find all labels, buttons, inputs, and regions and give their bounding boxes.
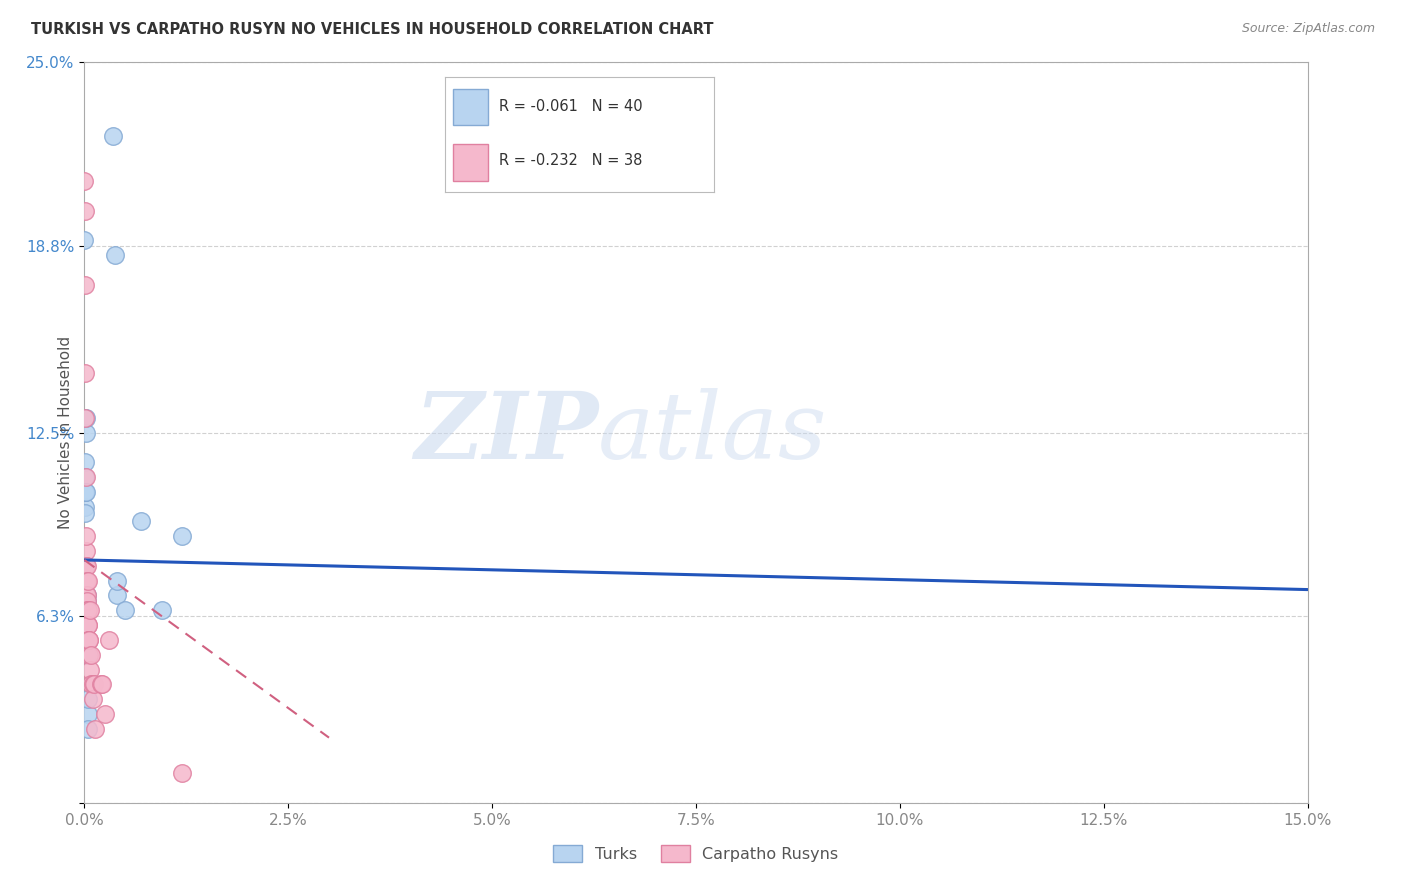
Point xyxy=(75,410,97,425)
Text: Source: ZipAtlas.com: Source: ZipAtlas.com xyxy=(1241,22,1375,36)
Point xyxy=(73,500,96,514)
Point xyxy=(76,589,98,603)
Point xyxy=(172,529,194,543)
Point xyxy=(75,589,97,603)
Point xyxy=(76,692,98,706)
Point xyxy=(93,706,115,721)
Point xyxy=(76,603,98,617)
Point xyxy=(104,248,127,262)
Point xyxy=(73,277,96,292)
Point xyxy=(150,603,173,617)
Point xyxy=(75,529,97,543)
Point xyxy=(73,558,96,573)
Point xyxy=(172,766,194,780)
Point xyxy=(75,589,97,603)
Point xyxy=(75,558,97,573)
Point xyxy=(76,603,98,617)
Point xyxy=(76,603,98,617)
Point xyxy=(75,603,97,617)
Point xyxy=(73,484,96,499)
Point xyxy=(77,632,100,647)
Point xyxy=(76,589,98,603)
Point xyxy=(76,574,98,588)
Text: atlas: atlas xyxy=(598,388,828,477)
Point xyxy=(76,603,98,617)
Point xyxy=(105,574,128,588)
Point xyxy=(75,425,97,440)
Point xyxy=(75,574,97,588)
Point xyxy=(73,233,96,247)
Point xyxy=(77,632,100,647)
Point xyxy=(73,470,96,484)
Point xyxy=(91,677,114,691)
Point xyxy=(76,574,98,588)
Point xyxy=(90,677,112,691)
Point xyxy=(101,129,124,144)
Point xyxy=(75,544,97,558)
Point xyxy=(73,603,96,617)
Point xyxy=(76,618,98,632)
Point xyxy=(75,410,97,425)
Point xyxy=(73,203,96,218)
Point xyxy=(79,663,101,677)
Point xyxy=(76,594,98,608)
Point xyxy=(75,367,97,381)
Point xyxy=(75,470,97,484)
Point xyxy=(84,722,107,736)
Point xyxy=(75,632,97,647)
Point xyxy=(75,558,97,573)
Point xyxy=(83,677,105,691)
Point xyxy=(75,574,97,588)
Point xyxy=(75,603,97,617)
Point xyxy=(76,594,98,608)
Point xyxy=(82,677,104,691)
Point xyxy=(97,632,120,647)
Point xyxy=(77,618,100,632)
Point xyxy=(75,603,97,617)
Text: ZIP: ZIP xyxy=(413,388,598,477)
Point xyxy=(82,692,104,706)
Point xyxy=(75,618,97,632)
Point xyxy=(73,455,96,469)
Point xyxy=(76,558,98,573)
Point xyxy=(114,603,136,617)
Point xyxy=(105,589,128,603)
Point xyxy=(80,677,103,691)
Point xyxy=(75,589,97,603)
Point xyxy=(75,603,97,617)
Point xyxy=(131,515,153,529)
Point xyxy=(77,632,100,647)
Point xyxy=(80,648,103,662)
Text: TURKISH VS CARPATHO RUSYN NO VEHICLES IN HOUSEHOLD CORRELATION CHART: TURKISH VS CARPATHO RUSYN NO VEHICLES IN… xyxy=(31,22,713,37)
Point xyxy=(76,648,98,662)
Point xyxy=(77,722,100,736)
Point xyxy=(73,484,96,499)
Point xyxy=(75,484,97,499)
Legend: Turks, Carpatho Rusyns: Turks, Carpatho Rusyns xyxy=(547,838,845,869)
Point xyxy=(75,609,97,624)
Point xyxy=(73,174,96,188)
Point xyxy=(79,603,101,617)
Point xyxy=(76,618,98,632)
Point xyxy=(73,506,96,520)
Y-axis label: No Vehicles in Household: No Vehicles in Household xyxy=(58,336,73,529)
Point xyxy=(75,594,97,608)
Point xyxy=(77,648,100,662)
Point xyxy=(76,706,98,721)
